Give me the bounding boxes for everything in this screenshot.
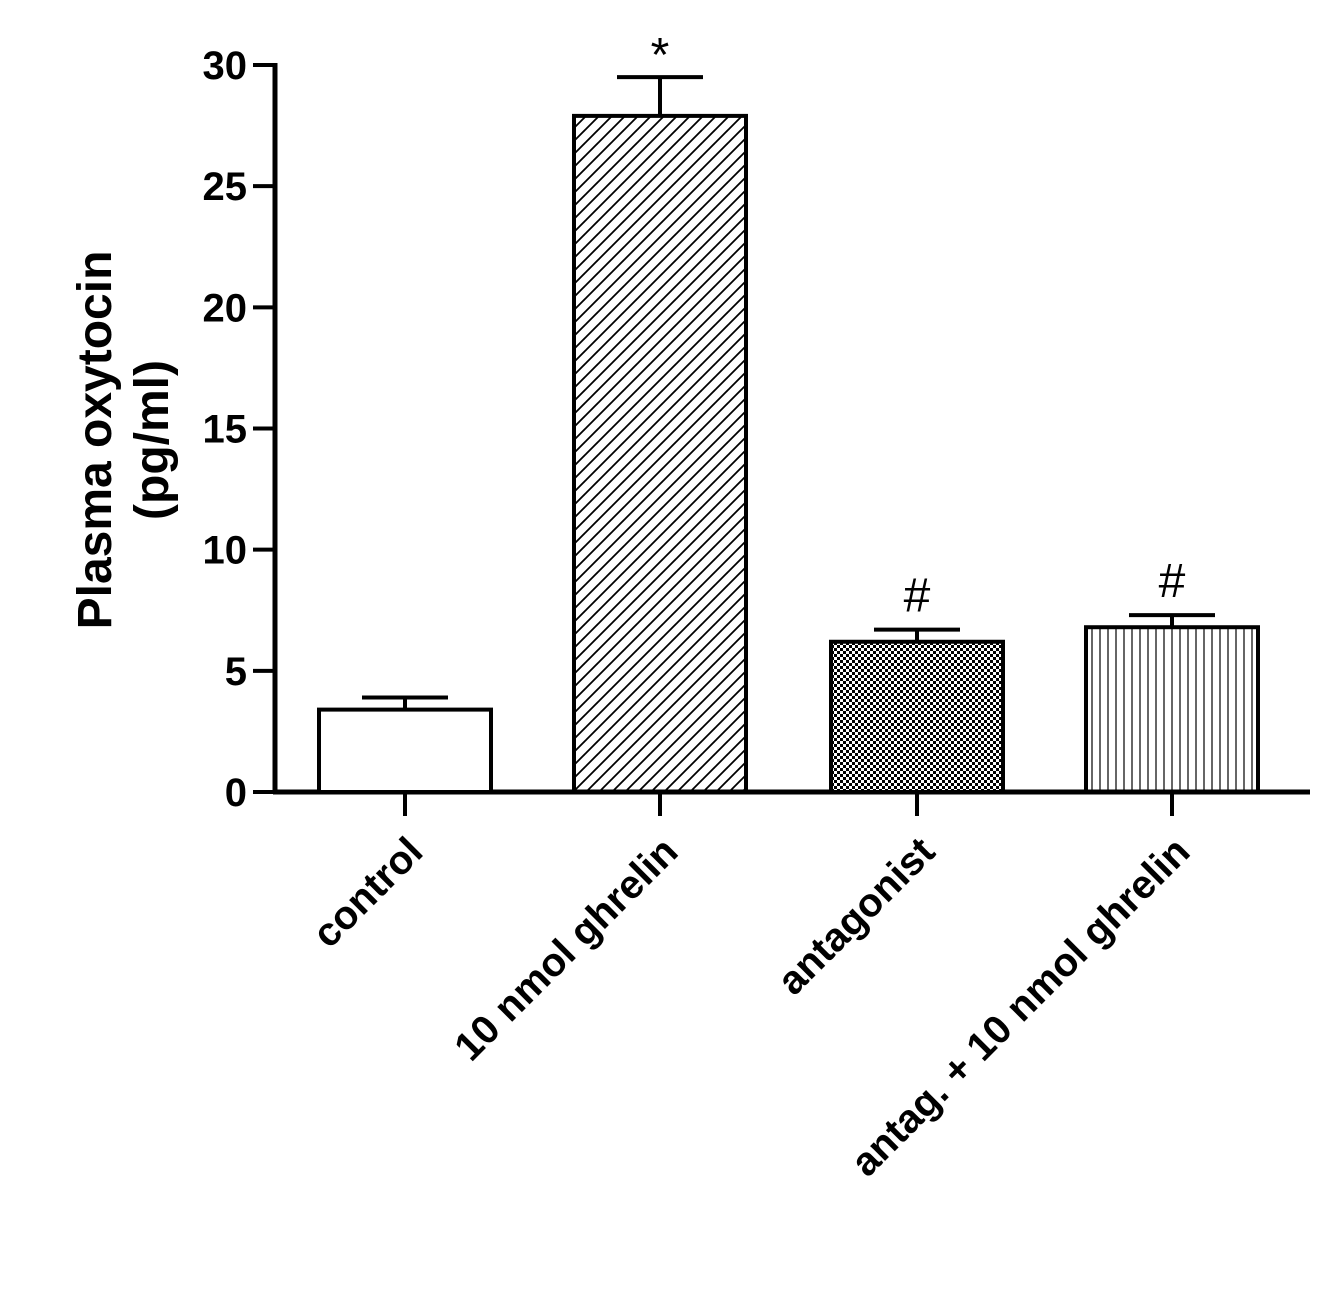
significance-mark: # <box>1159 555 1186 608</box>
y-tick-label: 5 <box>225 650 247 694</box>
y-tick-label: 15 <box>203 408 248 452</box>
y-tick-label: 30 <box>203 44 248 88</box>
bars <box>317 75 1260 795</box>
x-category-label: control <box>304 829 431 956</box>
y-tick-label: 20 <box>203 286 248 330</box>
x-category-label: 10 nmol ghrelin <box>446 829 686 1069</box>
y-tick-label: 25 <box>203 165 248 209</box>
y-axis-title-line1: Plasma oxytocin <box>69 251 122 630</box>
x-category-label: antagonist <box>769 829 943 1003</box>
bar <box>1084 625 1260 794</box>
bar <box>572 113 748 794</box>
significance-mark: # <box>904 570 931 623</box>
significance-mark: * <box>651 29 670 82</box>
y-axis-title: Plasma oxytocin (pg/ml) <box>69 251 179 630</box>
labels: control 10 nmol ghrelin*antagonist#antag.… <box>304 29 1198 1185</box>
y-tick-label: 10 <box>203 529 248 573</box>
y-tick-label: 0 <box>225 771 247 815</box>
bar <box>829 639 1005 795</box>
y-axis-title-line2: (pg/ml) <box>126 360 179 520</box>
bar <box>317 707 493 795</box>
